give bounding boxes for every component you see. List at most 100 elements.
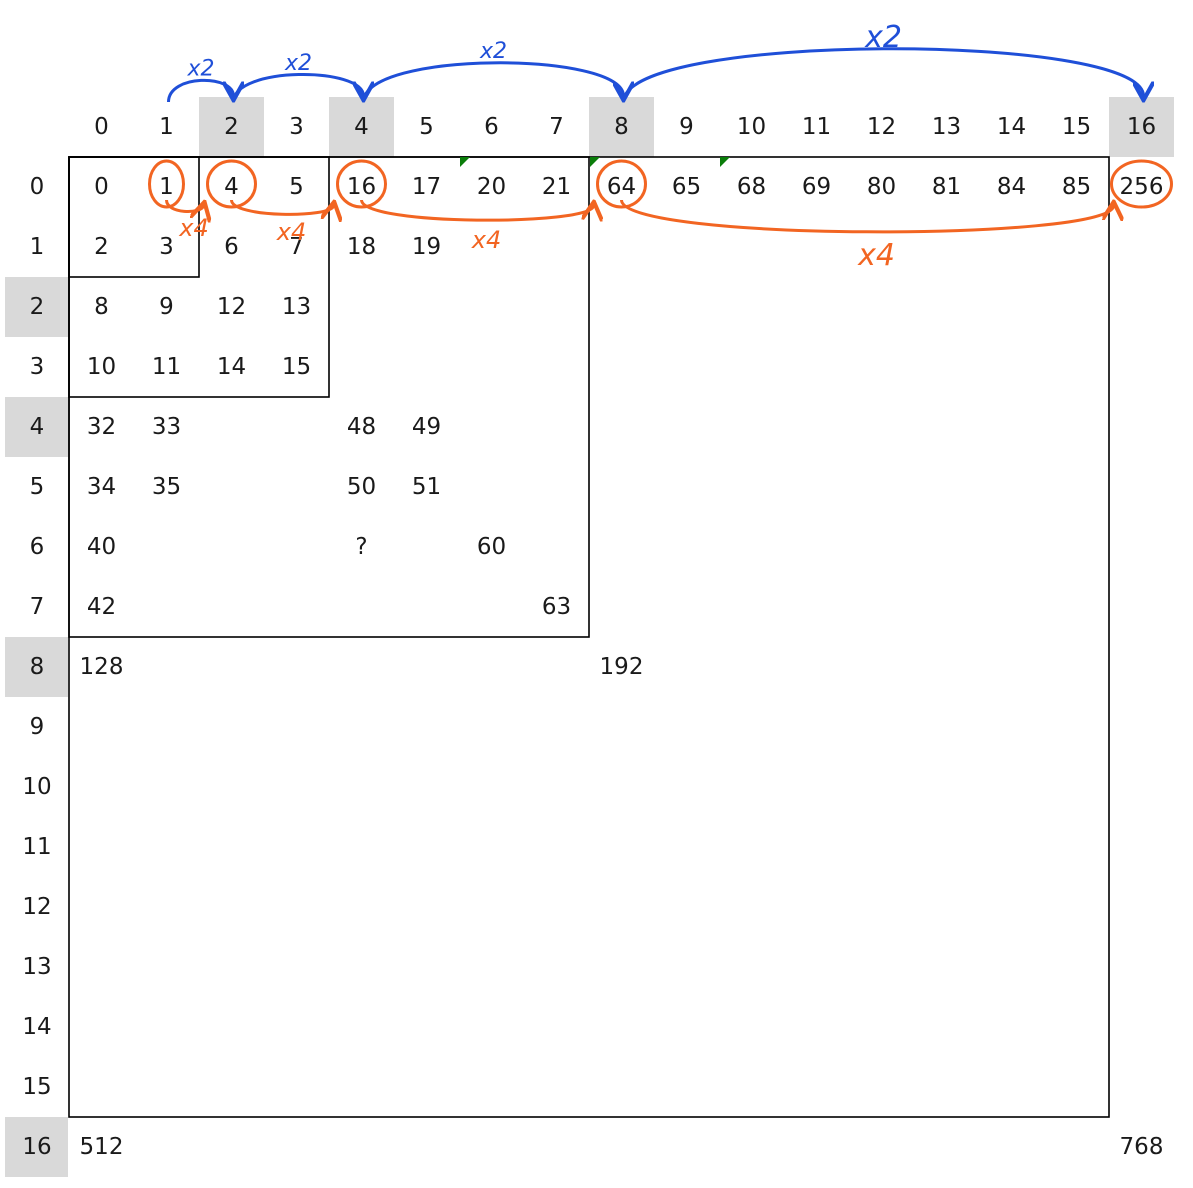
cell-value: 81 (932, 174, 961, 200)
column-header-highlight (329, 97, 394, 157)
column-header: 13 (932, 114, 961, 140)
column-header: 3 (289, 114, 304, 140)
cell-value: 80 (867, 174, 896, 200)
cell-value: 18 (347, 234, 376, 260)
row-header: 8 (30, 654, 45, 680)
row-header: 9 (30, 714, 45, 740)
circled-cell (148, 159, 185, 209)
highlight-layer (5, 97, 1174, 1177)
row-header: 10 (22, 774, 51, 800)
x2-label: x2 (284, 51, 312, 76)
row-header: 13 (22, 954, 51, 980)
cell-value: 256 (1120, 174, 1164, 200)
column-header: 10 (737, 114, 766, 140)
x2-label: x2 (186, 57, 214, 82)
x2-label: x2 (479, 39, 507, 64)
cell-value: 12 (217, 294, 246, 320)
cell-value: 65 (672, 174, 701, 200)
column-header: 4 (354, 114, 369, 140)
cell-value: 5 (289, 174, 304, 200)
block-outline-16 (68, 156, 1110, 1118)
cell-value: 14 (217, 354, 246, 380)
cell-value: 64 (607, 174, 636, 200)
cell-value: 48 (347, 414, 376, 440)
column-header: 16 (1127, 114, 1156, 140)
cell-value: 8 (94, 294, 109, 320)
x2-arrow (232, 73, 364, 102)
cell-value: 40 (87, 534, 116, 560)
circled-cell (206, 159, 257, 209)
cell-arrow-layer: x4 x4 x4 x4 (165, 200, 1114, 273)
cell-value: 50 (347, 474, 376, 500)
cell-value: 20 (477, 174, 506, 200)
x2-arrow (167, 78, 234, 102)
cell-value: 34 (87, 474, 116, 500)
circled-cell-layer (148, 159, 1173, 209)
cell-value: 32 (87, 414, 116, 440)
cell-value: 33 (152, 414, 181, 440)
row-header: 16 (22, 1134, 51, 1160)
row-header: 0 (30, 174, 45, 200)
column-header-highlight (1109, 97, 1174, 157)
row-header: 6 (30, 534, 45, 560)
cell-value: 9 (159, 294, 174, 320)
cell-value: 10 (87, 354, 116, 380)
cell-value: 16 (347, 174, 376, 200)
cell-value: 0 (94, 174, 109, 200)
row-header-highlight (5, 637, 68, 697)
cell-value: 3 (159, 234, 174, 260)
row-header-highlight (5, 1117, 68, 1177)
column-header: 7 (549, 114, 564, 140)
cell-value: 13 (282, 294, 311, 320)
cell-value: 84 (997, 174, 1026, 200)
cell-value: 17 (412, 174, 441, 200)
x4-label: x4 (178, 214, 208, 242)
x4-label: x4 (857, 238, 895, 273)
cell-value: 1 (159, 174, 174, 200)
column-header: 9 (679, 114, 694, 140)
column-header: 6 (484, 114, 499, 140)
green-corner-marker (460, 157, 470, 167)
green-corner-marker (720, 157, 730, 167)
cell-value: 85 (1062, 174, 1091, 200)
column-header: 11 (802, 114, 831, 140)
x4-arrow (165, 200, 204, 211)
column-header: 14 (997, 114, 1026, 140)
cell-value: 15 (282, 354, 311, 380)
cell-value: 42 (87, 594, 116, 620)
cell-value: 35 (152, 474, 181, 500)
column-arrow-layer: x2 x2 x2 x2 (167, 20, 1144, 102)
circled-cell (1110, 159, 1173, 209)
cell-value: 192 (600, 654, 644, 680)
column-header: 15 (1062, 114, 1091, 140)
row-header: 4 (30, 414, 45, 440)
cell-value: 4 (224, 174, 239, 200)
x4-arrow (620, 200, 1114, 234)
cell-value: 6 (224, 234, 239, 260)
cell-value: 51 (412, 474, 441, 500)
x4-arrow (360, 200, 594, 220)
cell-value: 512 (80, 1134, 124, 1160)
row-header-highlight (5, 277, 68, 337)
x4-arrow (230, 200, 334, 214)
cell-value: 768 (1120, 1134, 1164, 1160)
cell-value: 49 (412, 414, 441, 440)
x2-arrow (362, 61, 624, 102)
x4-label: x4 (471, 226, 501, 254)
cell-value: 128 (80, 654, 124, 680)
column-header: 12 (867, 114, 896, 140)
x4-label: x4 (276, 218, 306, 246)
column-header: 5 (419, 114, 434, 140)
column-header: 2 (224, 114, 239, 140)
cell-value: 68 (737, 174, 766, 200)
circled-cell (336, 159, 387, 209)
cell-value: 69 (802, 174, 831, 200)
row-header: 5 (30, 474, 45, 500)
column-header-highlight (589, 97, 654, 157)
column-header-highlight (199, 97, 264, 157)
x2-label: x2 (864, 20, 902, 55)
row-header: 12 (22, 894, 51, 920)
green-corner-marker (590, 157, 600, 167)
x2-arrow (622, 47, 1144, 102)
